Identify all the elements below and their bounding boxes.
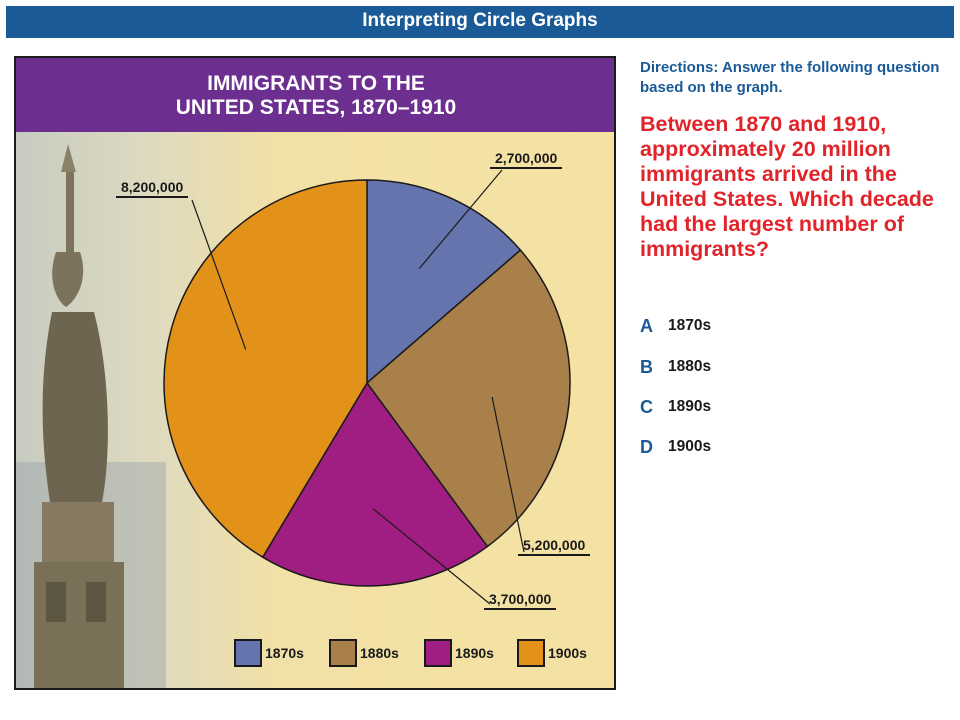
chart-title: IMMIGRANTS TO THE UNITED STATES, 1870–19… <box>16 58 614 132</box>
choice-letter-d: D <box>640 436 653 457</box>
choice-text-c: 1890s <box>668 398 712 415</box>
chart-title-line-1: IMMIGRANTS TO THE <box>207 72 425 95</box>
answer-choice-c[interactable]: C 1890s <box>640 395 711 419</box>
pie-slice-1870s <box>366 179 522 385</box>
legend-label-1900s: 1900s <box>548 645 587 661</box>
legend-label-1880s: 1880s <box>360 645 399 661</box>
choice-text-b: 1880s <box>668 358 712 375</box>
legend-swatch-1870s <box>234 639 262 667</box>
leader-line-1900s <box>191 199 247 350</box>
legend-swatch-1900s <box>517 639 545 667</box>
legend-swatch-1880s <box>329 639 357 667</box>
chart-title-line-2: UNITED STATES, 1870–1910 <box>175 96 457 119</box>
choice-letter-b: B <box>640 356 653 377</box>
slice-label-1890s: 3,700,000 <box>484 590 557 610</box>
choice-letter-a: A <box>640 315 653 336</box>
legend-swatch-1890s <box>424 639 452 667</box>
pie-slice-1900s <box>163 179 368 559</box>
directions-text: Directions: Answer the following questio… <box>640 59 940 96</box>
slice-label-1870s: 2,700,000 <box>490 149 563 169</box>
slice-label-1900s: 8,200,000 <box>116 178 189 198</box>
question-text: Between 1870 and 1910, approximately 20 … <box>640 112 934 261</box>
pie-slice-1890s <box>261 381 489 587</box>
legend-label-1890s: 1890s <box>455 645 494 661</box>
legend-item-1900s: 1900s <box>517 636 587 670</box>
slice-label-1880s: 5,200,000 <box>518 536 591 556</box>
chart-panel: IMMIGRANTS TO THE UNITED STATES, 1870–19… <box>14 56 616 690</box>
choice-text-a: 1870s <box>668 317 712 334</box>
answer-choice-a[interactable]: A 1870s <box>640 314 711 338</box>
legend-item-1880s: 1880s <box>329 636 399 670</box>
choice-text-d: 1900s <box>668 438 712 455</box>
page-title: Interpreting Circle Graphs <box>6 6 954 38</box>
leader-line-1890s <box>372 508 491 605</box>
statue-illustration <box>16 144 166 688</box>
choice-letter-c: C <box>640 396 653 417</box>
legend-item-1870s: 1870s <box>234 636 304 670</box>
leader-line-1870s <box>418 169 503 269</box>
pie-chart <box>163 169 571 605</box>
answer-choice-b[interactable]: B 1880s <box>640 355 711 379</box>
answer-choice-d[interactable]: D 1900s <box>640 435 711 459</box>
leader-line-1880s <box>491 396 525 553</box>
legend-item-1890s: 1890s <box>424 636 494 670</box>
legend-label-1870s: 1870s <box>265 645 304 661</box>
question-panel: Directions: Answer the following questio… <box>640 58 940 262</box>
